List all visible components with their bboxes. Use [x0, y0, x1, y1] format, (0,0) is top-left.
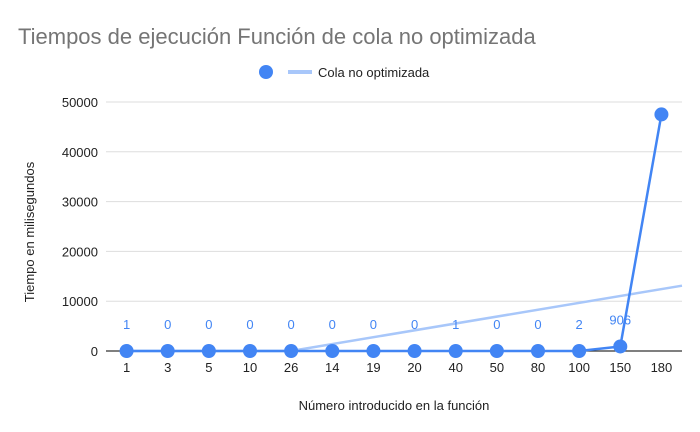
data-point — [119, 343, 134, 358]
x-tick-label: 14 — [325, 360, 339, 375]
x-tick-labels: 1 3 5 10 26 14 19 20 40 50 80 100 150 180 — [123, 360, 672, 375]
legend-trendline-swatch — [288, 70, 312, 74]
data-label: 0 — [164, 317, 171, 332]
legend-marker — [259, 65, 273, 79]
data-point — [531, 344, 545, 358]
data-label: 1 — [452, 317, 459, 332]
data-point — [407, 344, 422, 358]
x-tick-label: 100 — [568, 360, 590, 375]
grid — [106, 101, 682, 352]
data-labels: 1 0 0 0 0 0 0 0 1 0 0 2 906 — [123, 312, 631, 332]
data-point — [613, 339, 628, 354]
data-label: 0 — [493, 317, 500, 332]
data-label: 0 — [370, 317, 377, 332]
data-label: 0 — [329, 317, 336, 332]
data-point — [284, 344, 299, 358]
x-tick-label: 5 — [205, 360, 212, 375]
y-tick-label: 50000 — [62, 95, 98, 110]
data-label: 0 — [534, 317, 541, 332]
x-tick-label: 50 — [490, 360, 504, 375]
y-tick-label: 40000 — [62, 145, 98, 160]
data-point — [572, 343, 587, 358]
data-label: 0 — [288, 317, 295, 332]
data-label: 2 — [576, 317, 583, 332]
data-label: 906 — [609, 312, 631, 327]
data-label: 0 — [205, 317, 212, 332]
y-tick-label: 0 — [91, 344, 98, 359]
data-label: 1 — [123, 317, 130, 332]
x-tick-label: 80 — [531, 360, 545, 375]
data-label: 0 — [411, 317, 418, 332]
legend: Cola no optimizada — [259, 65, 430, 80]
y-tick-label: 10000 — [62, 294, 98, 309]
x-tick-label: 40 — [448, 360, 462, 375]
y-tick-label: 20000 — [62, 244, 98, 259]
data-points — [119, 107, 669, 358]
chart-title: Tiempos de ejecución Función de cola no … — [18, 24, 536, 49]
x-tick-label: 20 — [407, 360, 421, 375]
data-point — [654, 107, 669, 122]
legend-label: Cola no optimizada — [318, 65, 430, 80]
y-axis-label: Tiempo en milisegundos — [22, 161, 37, 302]
x-tick-label: 26 — [284, 360, 298, 375]
data-point — [489, 344, 504, 358]
y-tick-label: 30000 — [62, 195, 98, 210]
data-point — [448, 343, 463, 358]
x-tick-label: 180 — [651, 360, 673, 375]
data-point — [366, 344, 381, 358]
x-tick-label: 150 — [609, 360, 631, 375]
data-point — [243, 344, 257, 358]
series-line — [126, 114, 663, 353]
x-tick-label: 10 — [243, 360, 257, 375]
data-label: 0 — [246, 317, 253, 332]
data-point — [325, 344, 340, 358]
x-axis-label: Número introducido en la función — [299, 398, 490, 413]
x-tick-label: 3 — [164, 360, 171, 375]
data-point — [160, 344, 175, 358]
x-tick-label: 19 — [366, 360, 380, 375]
data-point — [201, 344, 216, 358]
x-tick-label: 1 — [123, 360, 130, 375]
y-tick-labels: 0 10000 20000 30000 40000 50000 — [62, 95, 98, 359]
